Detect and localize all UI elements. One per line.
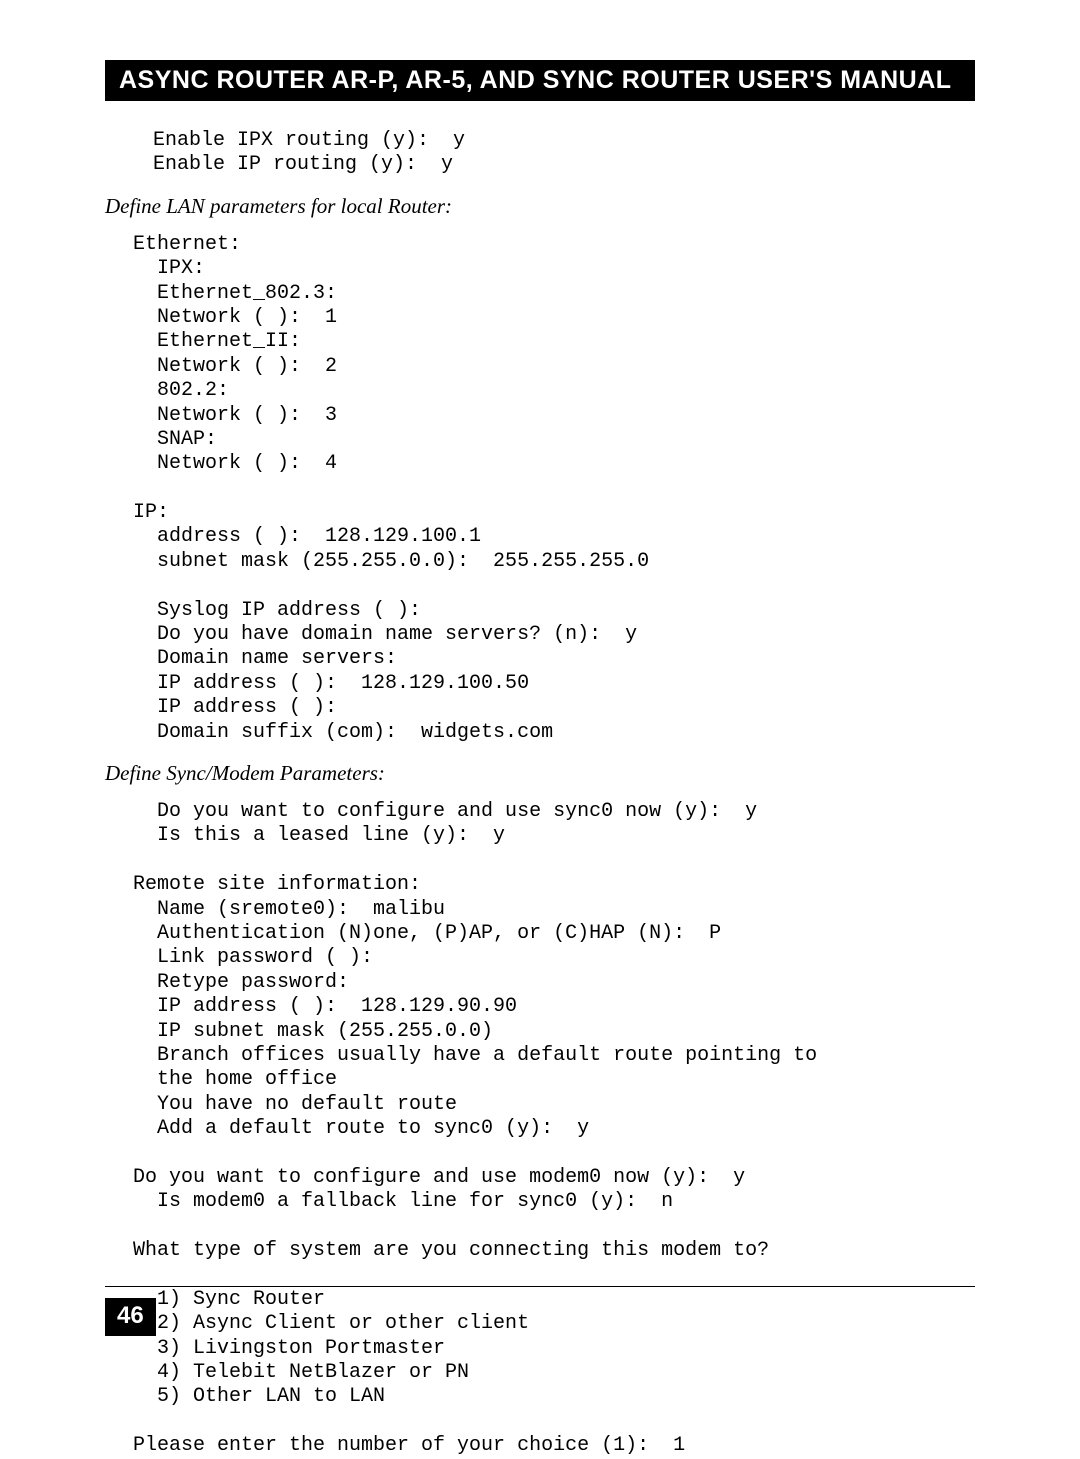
config-block-sync: Do you want to configure and use sync0 n… bbox=[105, 800, 975, 1459]
footer-rule bbox=[105, 1286, 975, 1287]
page-content: ASYNC ROUTER AR-P, AR-5, AND SYNC ROUTER… bbox=[105, 60, 975, 1459]
config-block-lan: Ethernet: IPX: Ethernet_802.3: Network (… bbox=[105, 233, 975, 745]
manual-title-bar: ASYNC ROUTER AR-P, AR-5, AND SYNC ROUTER… bbox=[105, 60, 975, 101]
section-heading-sync: Define Sync/Modem Parameters: bbox=[105, 761, 975, 786]
page-number: 46 bbox=[105, 1298, 156, 1336]
section-heading-lan: Define LAN parameters for local Router: bbox=[105, 194, 975, 219]
config-block-routing: Enable IPX routing (y): y Enable IP rout… bbox=[105, 129, 975, 178]
manual-title: ASYNC ROUTER AR-P, AR-5, AND SYNC ROUTER… bbox=[119, 66, 952, 94]
